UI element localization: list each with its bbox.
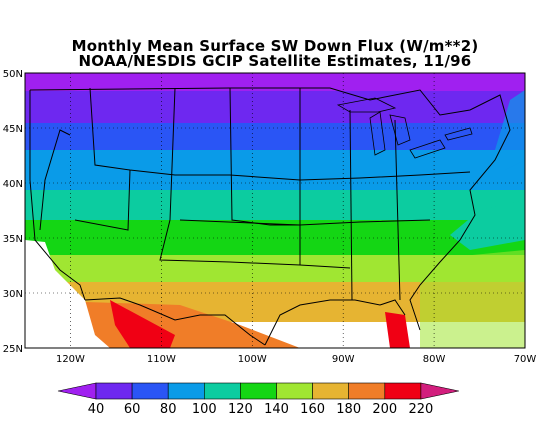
colorbar-level-label: 100	[192, 402, 217, 417]
band-140-160	[25, 220, 525, 260]
colorbar-segment	[312, 382, 350, 400]
colorbar-level-label: 60	[124, 402, 141, 417]
colorbar-level-label: 140	[264, 402, 289, 417]
colorbar-segment	[384, 382, 422, 400]
lat-label: 45N	[3, 124, 23, 135]
colorbar-segment	[95, 382, 133, 400]
colorbar-level-label: 160	[300, 402, 325, 417]
latitude-labels: 50N 45N 40N 35N 30N 25N	[3, 69, 23, 355]
lon-label: 110W	[147, 354, 176, 365]
colorbar-over-arrow	[420, 382, 459, 400]
lat-label: 30N	[3, 289, 23, 300]
great-lakes	[336, 97, 473, 159]
colorbar-labels: 40 60 80 100 120 140 160 180 200 220	[88, 402, 434, 417]
colorbar-level-label: 200	[372, 402, 397, 417]
colorbar-level-label: 180	[336, 402, 361, 417]
colorbar	[57, 382, 459, 400]
lat-label: 25N	[3, 344, 23, 355]
chart-title-line1: Monthly Mean Surface SW Down Flux (W/m**…	[71, 37, 479, 55]
band-220-plus	[110, 300, 175, 348]
lon-label: 100W	[238, 354, 267, 365]
band-120-140	[25, 190, 525, 225]
colorbar-under-arrow	[57, 382, 97, 400]
colorbar-level-label: 40	[88, 402, 105, 417]
chart-title-line2: NOAA/NESDIS GCIP Satellite Estimates, 11…	[78, 52, 472, 70]
pacific-nodata	[25, 240, 110, 348]
map-frame	[24, 72, 526, 349]
lon-label: 90W	[332, 354, 355, 365]
colorbar-segment	[240, 382, 277, 400]
colorbar-segment	[348, 382, 386, 400]
band-100-120	[25, 150, 525, 192]
state-boundaries	[29, 87, 511, 346]
longitude-labels: 120W 110W 100W 90W 80W 70W	[56, 354, 536, 365]
colorbar-level-label: 120	[228, 402, 253, 417]
lon-label: 120W	[56, 354, 85, 365]
colorbar-level-label: 220	[408, 402, 433, 417]
colorbar-segment	[167, 382, 205, 400]
lon-label: 80W	[423, 354, 446, 365]
colorbar-segment	[276, 382, 313, 400]
flux-field	[25, 73, 525, 348]
colorbar-segment	[131, 382, 169, 400]
colorbar-segment	[204, 382, 241, 400]
band-40-60	[25, 73, 525, 91]
lat-label: 40N	[3, 179, 23, 190]
lon-label: 70W	[514, 354, 537, 365]
lat-label: 50N	[3, 69, 23, 80]
colorbar-level-label: 80	[160, 402, 177, 417]
lat-label: 35N	[3, 234, 23, 245]
